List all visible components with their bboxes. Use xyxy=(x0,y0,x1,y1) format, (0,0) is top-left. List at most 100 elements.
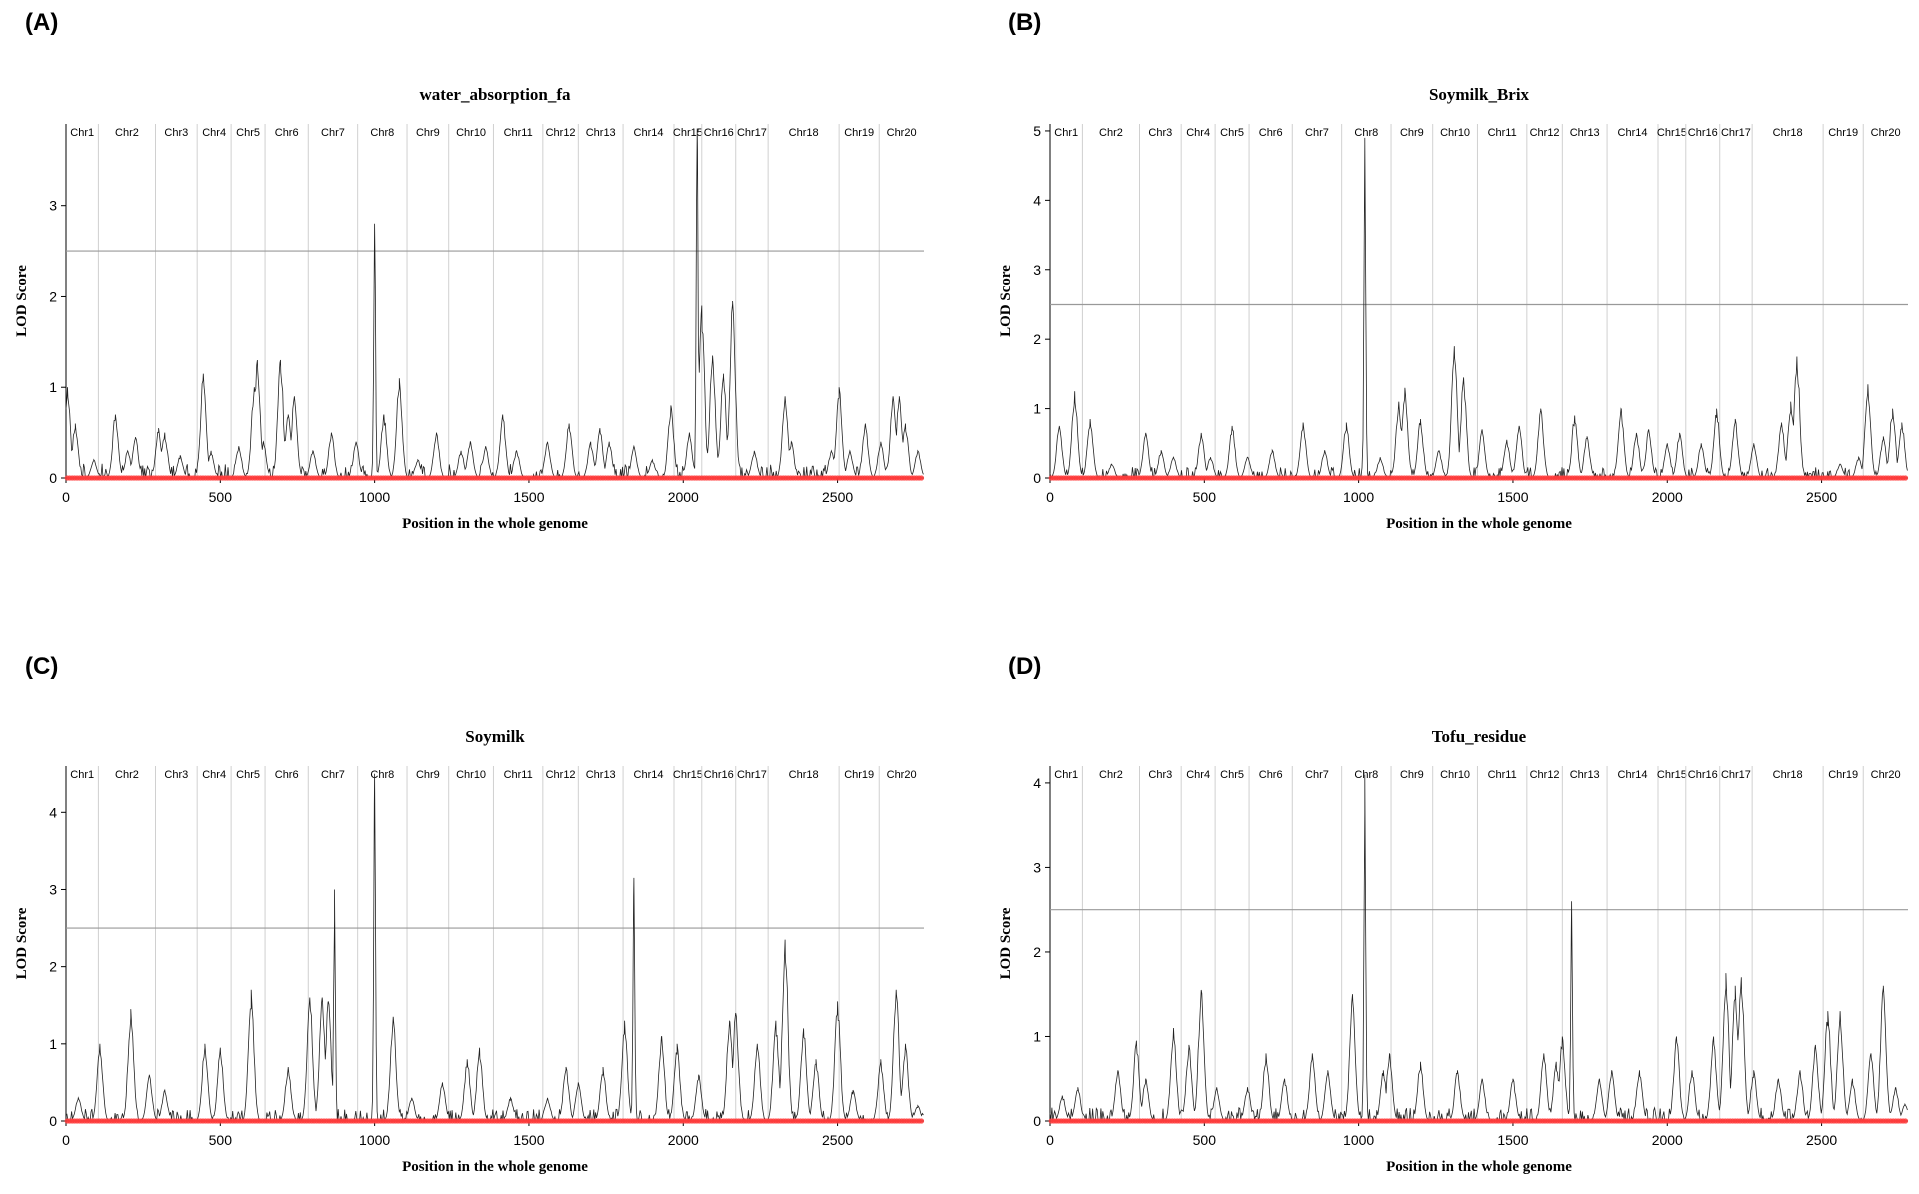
chromosome-label: Chr17 xyxy=(737,769,767,781)
y-tick-label: 1 xyxy=(49,379,57,395)
chromosome-label: Chr6 xyxy=(275,769,299,781)
chromosome-label: Chr2 xyxy=(1099,127,1123,139)
chromosome-label: Chr10 xyxy=(1440,769,1470,781)
chromosome-label: Chr10 xyxy=(1440,127,1470,139)
x-tick-label: 1500 xyxy=(513,1132,544,1148)
chromosome-label: Chr14 xyxy=(634,769,664,781)
panel-letter: (A) xyxy=(25,9,58,36)
chromosome-label: Chr11 xyxy=(1488,769,1517,781)
y-tick-label: 3 xyxy=(1033,859,1041,875)
chromosome-label: Chr12 xyxy=(546,769,576,781)
chromosome-label: Chr20 xyxy=(1871,769,1901,781)
chart-title: Soymilk xyxy=(465,727,525,746)
chromosome-label: Chr13 xyxy=(586,127,616,139)
chromosome-label: Chr9 xyxy=(1400,127,1424,139)
chromosome-label: Chr15 xyxy=(673,769,703,781)
chromosome-label: Chr20 xyxy=(887,127,917,139)
panel-letter: (C) xyxy=(25,653,58,680)
chromosome-label: Chr10 xyxy=(456,769,486,781)
y-tick-label: 0 xyxy=(1033,470,1041,486)
chromosome-label: Chr7 xyxy=(1305,769,1329,781)
x-tick-label: 1500 xyxy=(513,489,544,505)
panel-letter: (B) xyxy=(1008,9,1041,36)
chromosome-label: Chr16 xyxy=(1688,769,1718,781)
y-tick-label: 4 xyxy=(49,804,57,820)
y-tick-label: 2 xyxy=(49,288,57,304)
chromosome-label: Chr3 xyxy=(1148,769,1172,781)
x-tick-label: 1000 xyxy=(1343,1132,1374,1148)
chromosome-label: Chr9 xyxy=(1400,769,1424,781)
chromosome-label: Chr2 xyxy=(115,127,139,139)
chromosome-label: Chr1 xyxy=(1054,769,1078,781)
x-tick-label: 1000 xyxy=(359,489,390,505)
lod-series-line xyxy=(65,773,924,1123)
y-tick-label: 0 xyxy=(49,470,57,486)
x-axis-label: Position in the whole genome xyxy=(1386,516,1572,532)
chromosome-label: Chr19 xyxy=(1828,127,1858,139)
y-tick-label: 3 xyxy=(1033,262,1041,278)
marker-band xyxy=(1048,475,1909,481)
chromosome-label: Chr15 xyxy=(1657,127,1687,139)
x-tick-label: 2000 xyxy=(1652,489,1683,505)
chart-title: Tofu_residue xyxy=(1432,727,1527,746)
chromosome-label: Chr17 xyxy=(737,127,767,139)
chromosome-label: Chr11 xyxy=(504,127,533,139)
chromosome-label: Chr18 xyxy=(789,127,819,139)
y-tick-label: 2 xyxy=(1033,331,1041,347)
x-tick-label: 2500 xyxy=(1806,1132,1837,1148)
chromosome-label: Chr17 xyxy=(1721,769,1751,781)
chromosome-label: Chr16 xyxy=(704,127,734,139)
y-tick-label: 1 xyxy=(1033,401,1041,417)
chromosome-label: Chr15 xyxy=(673,127,703,139)
x-tick-label: 500 xyxy=(1193,489,1217,505)
y-tick-label: 4 xyxy=(1033,775,1041,791)
chromosome-label: Chr8 xyxy=(370,769,394,781)
chromosome-label: Chr13 xyxy=(586,769,616,781)
chart-panel-c: (C) Soymilk Chr1 Chr2 Chr3 Chr4 Chr5 Chr6 Chr7 Ch… xyxy=(14,653,925,1175)
chromosome-label: Chr19 xyxy=(1828,769,1858,781)
chromosome-label: Chr1 xyxy=(1054,127,1078,139)
chromosome-label: Chr14 xyxy=(1618,769,1648,781)
chromosome-label: Chr3 xyxy=(1148,127,1172,139)
y-tick-label: 1 xyxy=(49,1036,57,1052)
x-tick-label: 500 xyxy=(209,1132,233,1148)
x-tick-label: 0 xyxy=(62,1132,70,1148)
chromosome-label: Chr8 xyxy=(1354,769,1378,781)
chromosome-label: Chr5 xyxy=(236,127,260,139)
x-tick-label: 1500 xyxy=(1497,489,1528,505)
marker-point xyxy=(918,1118,925,1124)
chromosome-label: Chr4 xyxy=(1186,127,1210,139)
marker-band xyxy=(64,1118,925,1124)
chromosome-label: Chr4 xyxy=(202,769,226,781)
y-axis-label: LOD Score xyxy=(14,907,30,979)
x-tick-label: 0 xyxy=(1046,489,1054,505)
x-axis-label: Position in the whole genome xyxy=(402,516,588,532)
x-tick-label: 0 xyxy=(62,489,70,505)
chart-title: water_absorption_fa xyxy=(419,85,571,104)
y-tick-label: 2 xyxy=(49,959,57,975)
chromosome-label: Chr11 xyxy=(1488,127,1517,139)
chromosome-label: Chr6 xyxy=(275,127,299,139)
chromosome-label: Chr10 xyxy=(456,127,486,139)
x-tick-label: 1000 xyxy=(1343,489,1374,505)
lod-series-line xyxy=(1049,774,1908,1123)
chromosome-label: Chr7 xyxy=(1305,127,1329,139)
y-tick-label: 0 xyxy=(49,1113,57,1129)
chromosome-label: Chr1 xyxy=(70,769,94,781)
y-axis-label: LOD Score xyxy=(998,265,1014,337)
chromosome-label: Chr1 xyxy=(70,127,94,139)
x-tick-label: 2500 xyxy=(1806,489,1837,505)
y-tick-label: 3 xyxy=(49,198,57,214)
panel-letter: (D) xyxy=(1008,653,1041,680)
chromosome-label: Chr13 xyxy=(1570,769,1600,781)
y-axis-label: LOD Score xyxy=(14,265,30,337)
chromosome-label: Chr18 xyxy=(789,769,819,781)
chart-title: Soymilk_Brix xyxy=(1429,85,1530,104)
y-tick-label: 0 xyxy=(1033,1113,1041,1129)
y-tick-label: 2 xyxy=(1033,944,1041,960)
x-axis-label: Position in the whole genome xyxy=(1386,1159,1572,1175)
chromosome-label: Chr19 xyxy=(844,127,874,139)
chromosome-label: Chr14 xyxy=(1618,127,1648,139)
chromosome-label: Chr17 xyxy=(1721,127,1751,139)
